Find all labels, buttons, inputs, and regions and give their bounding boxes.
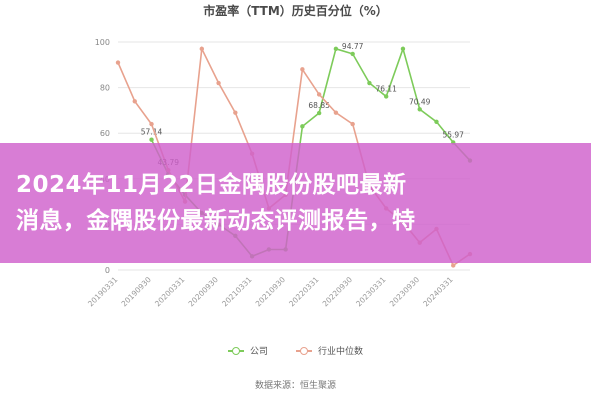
x-tick-label: 20210331 <box>220 275 254 309</box>
data-point-1 <box>149 121 154 127</box>
data-point-1 <box>316 92 322 97</box>
data-point-0 <box>383 94 389 99</box>
data-label: 68.85 <box>308 101 330 110</box>
data-point-1 <box>115 60 121 65</box>
x-tick-label: 20220331 <box>287 275 321 309</box>
data-point-1 <box>333 110 339 115</box>
legend-swatch-company <box>227 346 244 355</box>
legend-label-company: 公司 <box>249 347 268 357</box>
data-label: 76.11 <box>375 84 397 93</box>
data-point-0 <box>434 119 439 125</box>
data-point-0 <box>149 137 154 142</box>
headline-banner: 2024年11月22日金隅股份股吧最新 消息，金隅股份最新动态评测报告，特 <box>0 143 591 263</box>
y-tick-label: 80 <box>100 84 110 93</box>
data-point-1 <box>216 80 221 86</box>
x-tick-label: 20200930 <box>187 275 221 309</box>
data-point-1 <box>132 99 137 104</box>
data-point-0 <box>400 46 406 52</box>
data-label: 55.97 <box>442 130 464 139</box>
data-source: 数据来源：恒生聚源 <box>254 381 336 391</box>
x-tick-label: 20240331 <box>421 275 455 309</box>
x-tick-label: 20200331 <box>153 275 187 309</box>
x-tick-label: 20230331 <box>354 275 388 309</box>
data-point-1 <box>199 46 205 52</box>
headline-line-1: 2024年11月22日金隅股份股吧最新 <box>16 172 407 198</box>
legend-label-industry-median: 行业中位数 <box>318 347 364 357</box>
legend-swatch-industry-median <box>296 346 312 355</box>
y-tick-label: 100 <box>95 38 110 47</box>
x-tick-label: 20190930 <box>120 275 154 309</box>
legend-item-company[interactable]: 公司 <box>227 344 268 357</box>
data-point-1 <box>300 67 305 72</box>
data-point-0 <box>333 46 339 52</box>
y-tick-label: 0 <box>105 266 110 275</box>
data-point-0 <box>316 110 322 116</box>
x-tick-label: 20190331 <box>86 275 120 309</box>
data-label: 94.77 <box>342 42 364 51</box>
data-point-0 <box>367 80 372 86</box>
chart-title: 市盈率（TTM）历史百分位（%） <box>203 4 388 18</box>
x-tick-label: 20230930 <box>388 275 422 309</box>
x-tick-label: 20210930 <box>254 275 288 309</box>
y-tick-label: 60 <box>100 129 110 138</box>
data-point-0 <box>300 124 305 129</box>
headline-line-2: 消息，金隅股份最新动态评测报告，特 <box>16 208 416 234</box>
data-point-0 <box>350 51 355 57</box>
data-label: 57.14 <box>141 128 163 137</box>
data-point-1 <box>350 121 355 127</box>
legend-item-industry-median[interactable]: 行业中位数 <box>296 344 363 357</box>
chart-legend: 公司 行业中位数 <box>0 344 591 357</box>
data-point-1 <box>451 263 456 268</box>
data-point-0 <box>417 107 422 112</box>
data-point-1 <box>233 110 238 115</box>
x-tick-label: 20220930 <box>321 275 355 309</box>
data-label: 70.49 <box>409 97 431 106</box>
